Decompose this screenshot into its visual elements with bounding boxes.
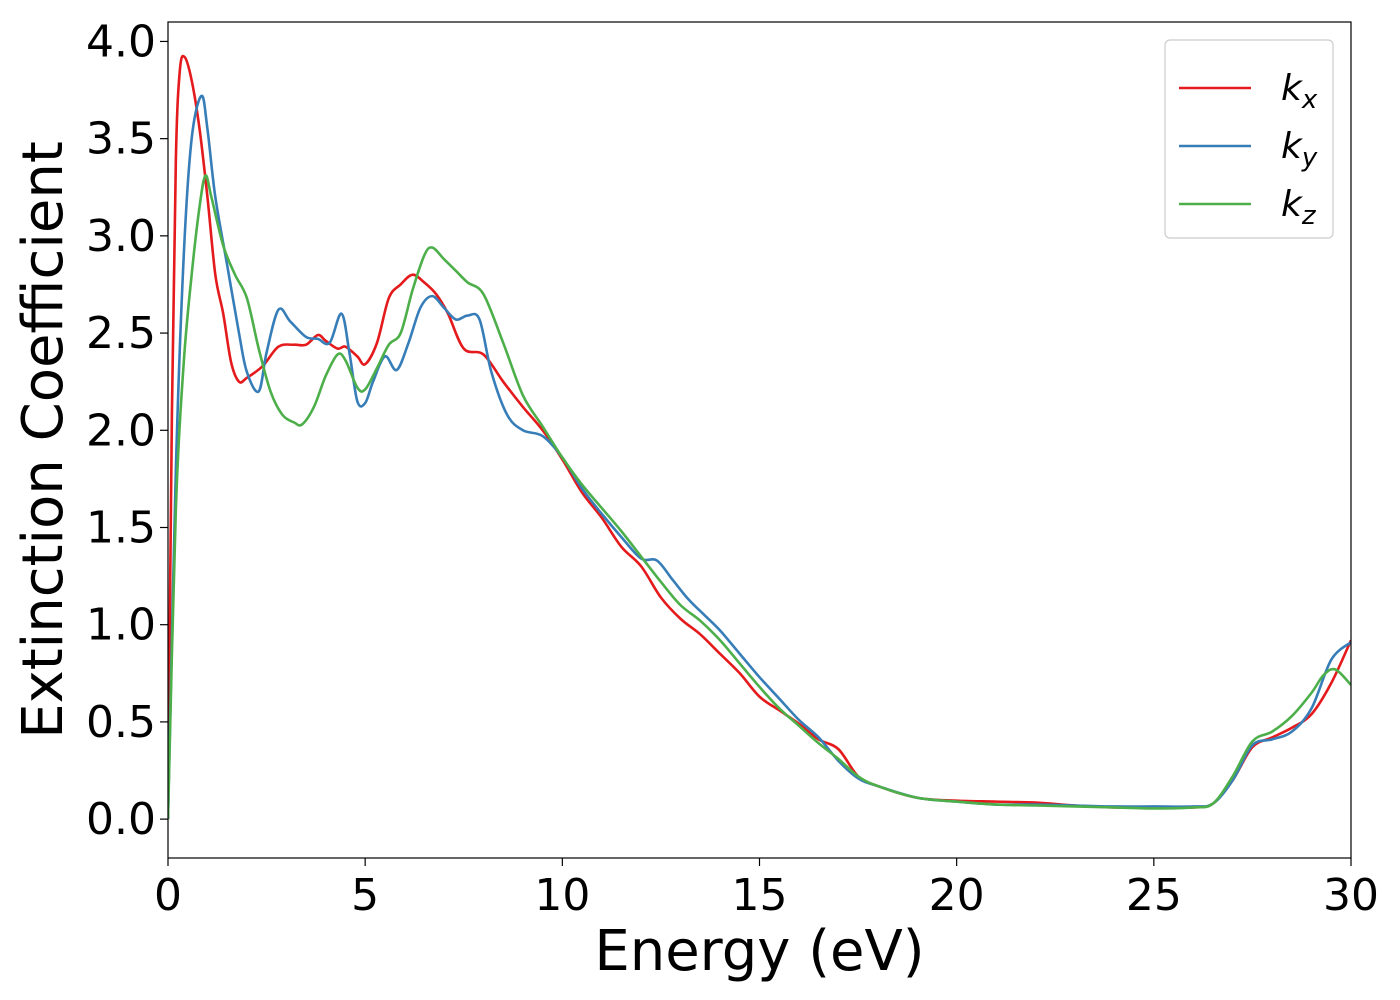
y-tick-label: 3.5 — [86, 114, 156, 165]
y-tick-label: 1.0 — [86, 600, 156, 651]
y-tick-label: 2.0 — [86, 405, 156, 456]
x-axis-label: Energy (eV) — [594, 919, 924, 984]
x-tick-label: 10 — [534, 870, 590, 921]
legend-label-x: kx — [1281, 68, 1318, 115]
x-tick-label: 15 — [732, 870, 788, 921]
legend-box — [1164, 39, 1334, 239]
y-tick-label: 1.5 — [86, 502, 156, 553]
y-axis-ticks: 0.0 0.5 1.0 1.5 2.0 2.5 3.0 3.5 4.0 — [86, 16, 168, 845]
legend: kx ky kz — [1164, 39, 1334, 239]
legend-label-y: ky — [1281, 126, 1318, 173]
y-axis-label: Extinction Coefficient — [11, 141, 76, 739]
y-tick-label: 2.5 — [86, 308, 156, 359]
x-tick-label: 5 — [351, 870, 379, 921]
x-tick-label: 30 — [1323, 870, 1379, 921]
y-tick-label: 4.0 — [86, 16, 156, 67]
series-layer — [168, 54, 1351, 820]
x-tick-label: 20 — [929, 870, 985, 921]
x-tick-label: 0 — [154, 870, 182, 921]
y-tick-label: 0.0 — [86, 794, 156, 845]
series-line-z — [168, 174, 1351, 820]
legend-label-z: kz — [1281, 184, 1317, 231]
y-tick-label: 0.5 — [86, 697, 156, 748]
plot-background — [168, 22, 1351, 858]
y-tick-label: 3.0 — [86, 211, 156, 262]
x-axis-ticks: 0 5 10 15 20 25 30 — [154, 858, 1379, 921]
x-tick-label: 25 — [1126, 870, 1182, 921]
